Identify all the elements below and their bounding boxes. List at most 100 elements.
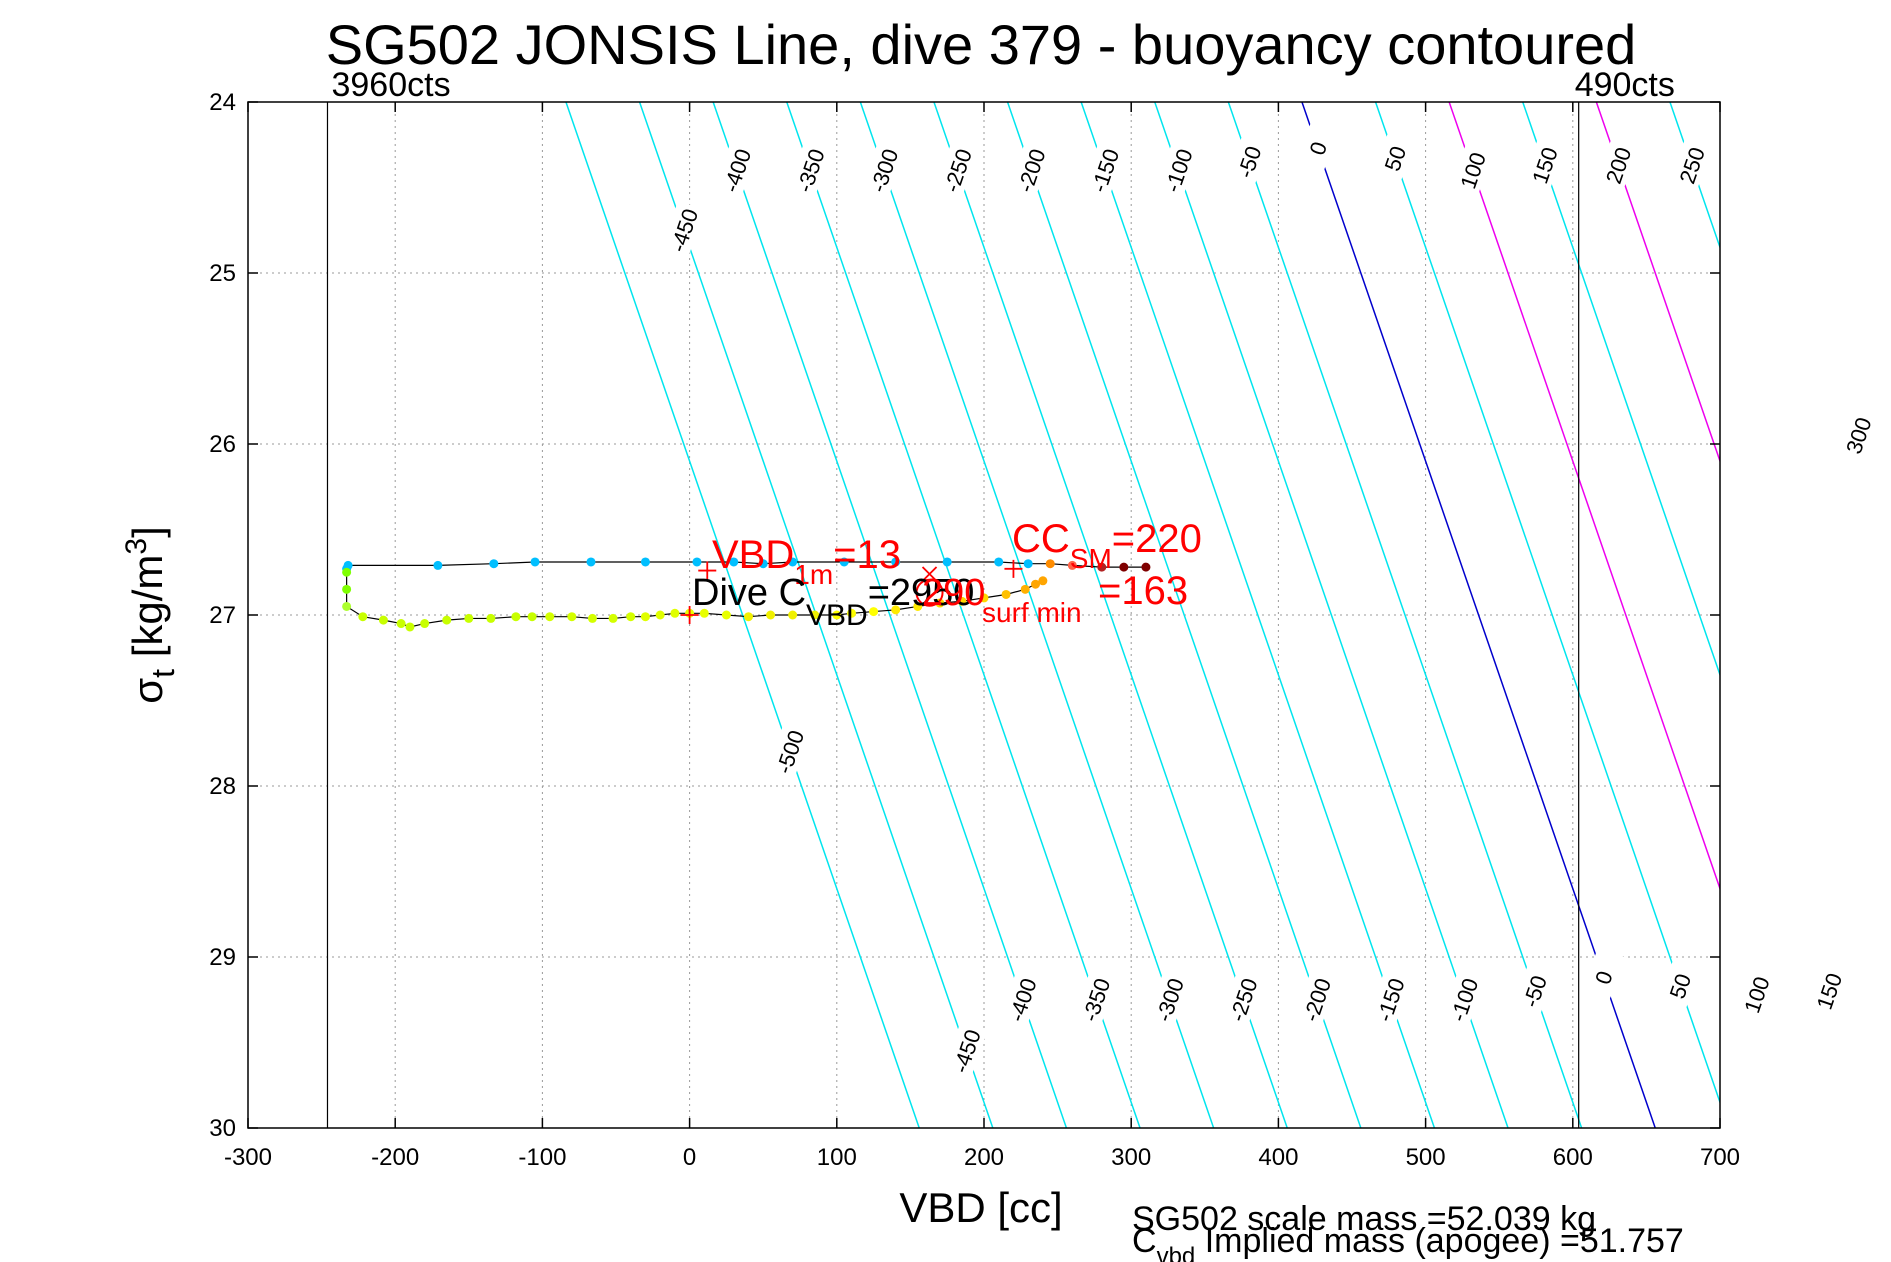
x-tick-label: 300 xyxy=(1111,1144,1151,1171)
contour-label-bg xyxy=(1669,135,1713,195)
x-tick-label: 400 xyxy=(1258,1144,1298,1171)
cc-sm-main: CC xyxy=(1012,517,1070,561)
x-tick-label: 700 xyxy=(1700,1144,1740,1171)
contour-label-bg xyxy=(1580,948,1625,1007)
cc-sm-annotation: CCSM=220 xyxy=(1012,517,1202,574)
contour-line--300 xyxy=(859,102,1215,1128)
vbd-1m-annotation: VBD1m=13 xyxy=(712,533,901,590)
contour-label-bg xyxy=(1226,132,1270,191)
descent-point xyxy=(1045,559,1055,569)
dive-c-vbd-value: =2950 xyxy=(868,572,975,614)
surf-min-value: =163 xyxy=(1098,569,1188,613)
contour-label-bg xyxy=(1881,965,1891,1024)
contour-label-bg xyxy=(1367,970,1412,1029)
y-axis-close: ] xyxy=(124,526,171,538)
contour-label-bg xyxy=(661,200,705,260)
implied-mass-sub: vbd xyxy=(1157,1243,1196,1262)
ascent-point xyxy=(743,612,753,622)
descent-point xyxy=(1097,562,1107,572)
descent-point xyxy=(586,557,596,567)
bottom-contour-label-150: 150 xyxy=(1812,970,1848,1013)
ascent-point xyxy=(847,608,857,618)
ascent-point xyxy=(342,601,352,611)
contour-label-bg xyxy=(1155,140,1200,200)
ascent-point xyxy=(766,610,776,620)
dive-c-vbd-annotation: Dive CVBD=2950 xyxy=(692,572,974,632)
contour-label-bg xyxy=(934,140,979,200)
contour-line--250 xyxy=(933,102,1288,1128)
contour-label-bg xyxy=(1835,405,1880,465)
descent-point xyxy=(640,557,650,567)
x-tick-label: 500 xyxy=(1406,1144,1446,1171)
contour-label-bg xyxy=(714,140,758,200)
ascent-point xyxy=(1038,576,1048,586)
markers xyxy=(680,559,1023,624)
contour-label-bg xyxy=(1008,140,1052,200)
contour-label-bg xyxy=(767,722,811,781)
ascent-point xyxy=(788,610,798,620)
descent-point xyxy=(489,559,499,569)
contour-label-bg xyxy=(1295,118,1339,177)
ascent-point xyxy=(342,584,352,594)
contour-line-200 xyxy=(1595,102,1720,464)
vbd-1m-sub: 1m xyxy=(794,559,833,590)
ascent-point xyxy=(1031,579,1041,589)
descent-point xyxy=(994,557,1004,567)
chart-title: SG502 JONSIS Line, dive 379 - buoyancy c… xyxy=(326,13,1637,76)
ascent-point xyxy=(587,613,597,623)
descent-point xyxy=(433,560,443,570)
implied-mass-text: Implied mass (apogee) =51.757 xyxy=(1195,1222,1684,1260)
y-tick-label: 27 xyxy=(209,602,236,629)
implied-overlap-label: 290 xyxy=(922,572,985,614)
ascent-point xyxy=(721,610,731,620)
descent-point xyxy=(530,557,540,567)
ascent-point xyxy=(567,612,577,622)
contour-line--350 xyxy=(786,102,1141,1128)
ascent-point xyxy=(527,612,537,622)
descent-point xyxy=(839,557,849,567)
ascent-point xyxy=(358,612,368,622)
svg-text:Dive CVBD=2950: Dive CVBD=2950 xyxy=(692,572,974,632)
ascent-point xyxy=(891,605,901,615)
ascent-point xyxy=(626,612,636,622)
surf-min-marker xyxy=(921,566,938,582)
contour-label-bg xyxy=(1294,970,1338,1029)
top-contour-label-300: 300 xyxy=(1841,414,1877,457)
ascent-point xyxy=(810,610,820,620)
descent-point xyxy=(729,557,739,567)
x-tick-label: 0 xyxy=(683,1144,696,1171)
ascent-point xyxy=(511,612,521,622)
contour-label-bg xyxy=(1733,965,1778,1024)
ascent-point xyxy=(832,610,842,620)
descent-point xyxy=(891,557,901,567)
contour-line-50 xyxy=(1374,102,1720,1105)
contour-label-bg xyxy=(861,140,905,200)
vbd-1m-marker xyxy=(698,561,717,580)
y-axis-sigma: σ xyxy=(124,678,171,704)
ascent-point xyxy=(979,593,989,603)
y-axis-sub: t xyxy=(145,669,181,678)
ascent-point xyxy=(378,615,388,625)
contour-label-bg xyxy=(1146,970,1191,1029)
data-series xyxy=(342,557,1151,632)
scale-mass-note: SG502 scale mass =52.039 kg xyxy=(1132,1200,1596,1238)
ascent-point xyxy=(935,598,945,608)
cc-sm-value: =220 xyxy=(1112,517,1202,561)
max_counts-label: 490cts xyxy=(1575,66,1675,104)
vbd-1m-value: =13 xyxy=(833,533,901,577)
y-axis-sup: 3 xyxy=(120,538,153,555)
contour-line--500 xyxy=(565,102,920,1128)
min_counts-label: 3960cts xyxy=(331,66,450,104)
y-axis-label: σt [kg/m3] xyxy=(120,526,181,704)
contour-label-bg xyxy=(1595,135,1639,195)
contour-line-150 xyxy=(1522,102,1720,678)
contour-label-bg xyxy=(1372,128,1416,188)
implied-circle-marker xyxy=(915,578,944,607)
x-tick-label: 600 xyxy=(1553,1144,1593,1171)
ascent-line xyxy=(346,572,1044,628)
ascent-point xyxy=(1001,589,1011,599)
ascent-point xyxy=(420,619,430,629)
ascent-point xyxy=(913,601,923,611)
y-tick-label: 30 xyxy=(209,1115,236,1142)
